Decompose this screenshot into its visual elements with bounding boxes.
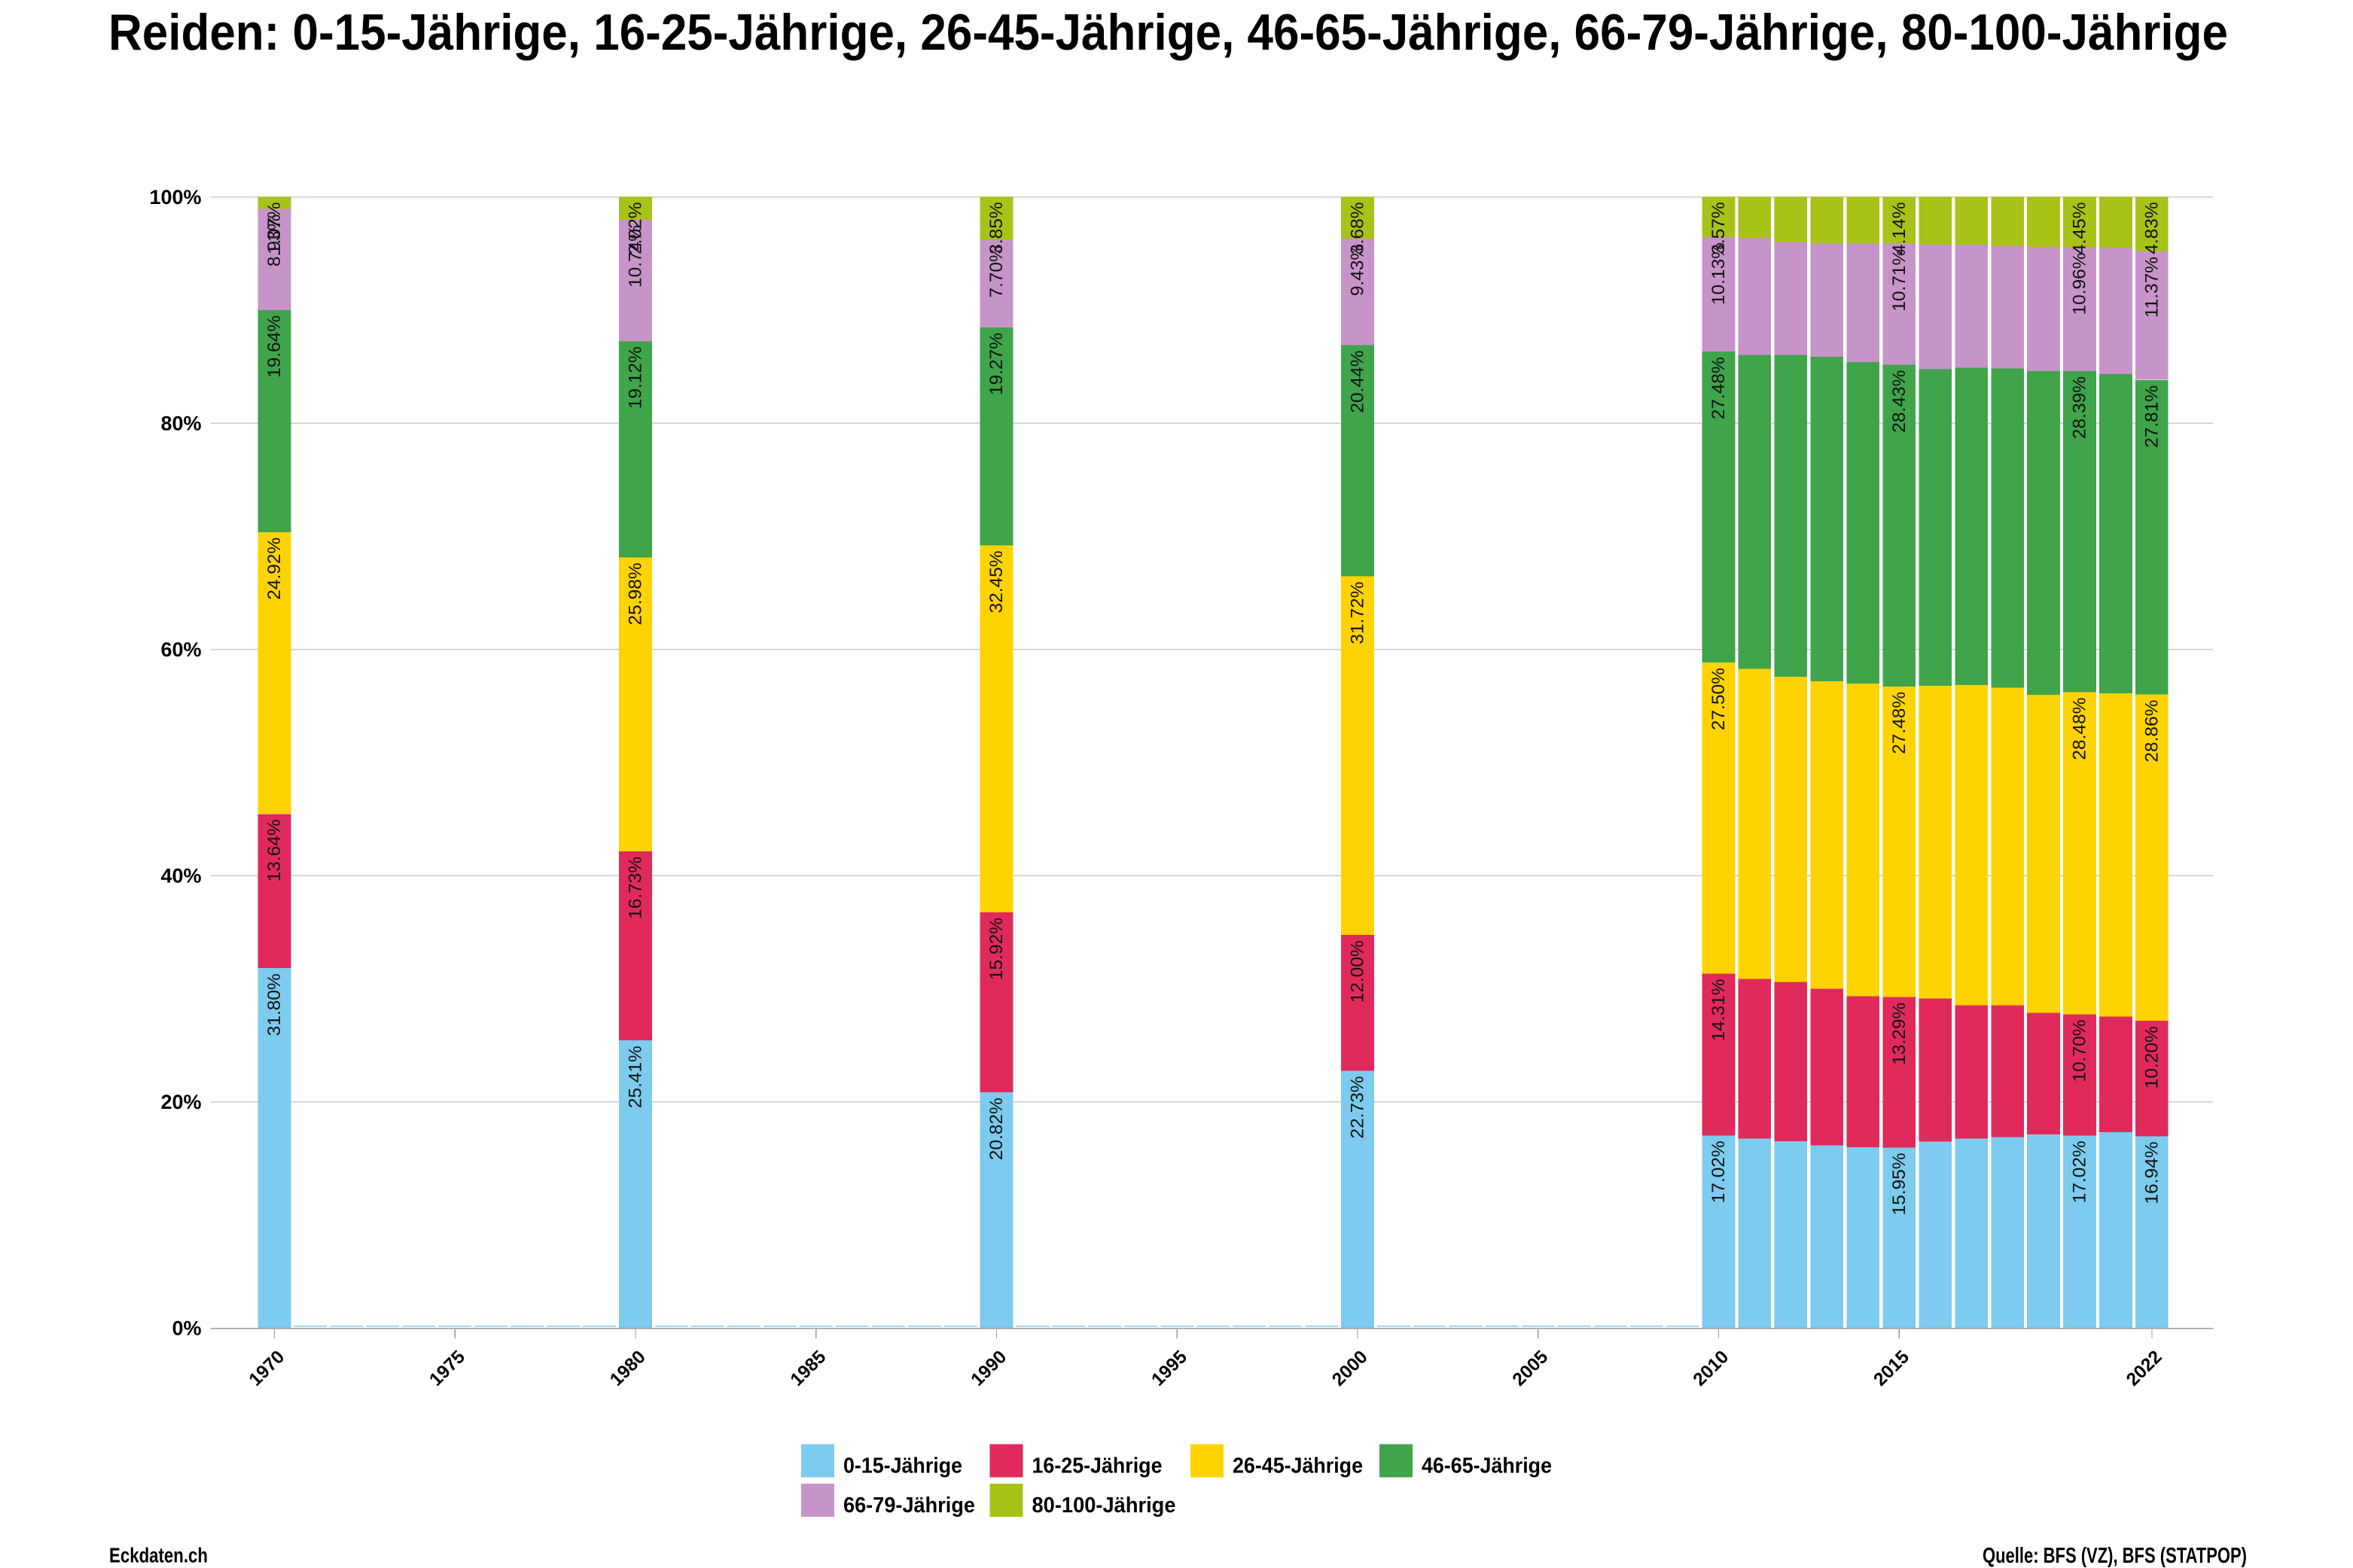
svg-text:24.92%: 24.92% — [264, 537, 285, 600]
svg-text:2.02%: 2.02% — [626, 202, 646, 254]
svg-text:20%: 20% — [160, 1091, 201, 1113]
svg-text:13.29%: 13.29% — [1889, 1003, 1910, 1065]
svg-text:Reiden: 0-15-Jährige, 16-25-Jä: Reiden: 0-15-Jährige, 16-25-Jährige, 26-… — [108, 4, 2228, 61]
svg-text:16.94%: 16.94% — [2141, 1142, 2162, 1204]
svg-text:3.57%: 3.57% — [1708, 202, 1729, 254]
svg-text:66-79-Jährige: 66-79-Jährige — [843, 1493, 975, 1518]
svg-text:31.72%: 31.72% — [1348, 582, 1368, 644]
svg-text:100%: 100% — [149, 186, 201, 209]
svg-text:27.50%: 27.50% — [1708, 668, 1729, 730]
svg-text:20.82%: 20.82% — [986, 1098, 1007, 1160]
svg-text:19.64%: 19.64% — [264, 315, 285, 378]
svg-text:28.86%: 28.86% — [2141, 700, 2162, 763]
svg-text:3.85%: 3.85% — [986, 202, 1007, 254]
svg-text:40%: 40% — [160, 865, 201, 888]
svg-text:11.37%: 11.37% — [2141, 257, 2162, 318]
svg-text:80%: 80% — [160, 413, 201, 435]
svg-text:60%: 60% — [160, 638, 201, 661]
svg-text:10.70%: 10.70% — [2070, 1020, 2090, 1082]
svg-text:27.48%: 27.48% — [1889, 692, 1910, 754]
svg-text:19.27%: 19.27% — [986, 333, 1007, 395]
svg-text:28.48%: 28.48% — [2070, 698, 2090, 760]
svg-text:10.13%: 10.13% — [1708, 242, 1729, 305]
svg-text:0%: 0% — [172, 1317, 201, 1340]
svg-text:26-45-Jährige: 26-45-Jährige — [1233, 1454, 1363, 1478]
svg-text:8.93%: 8.93% — [264, 215, 285, 266]
svg-text:1.07%: 1.07% — [264, 202, 285, 254]
svg-text:10.20%: 10.20% — [2141, 1026, 2162, 1088]
svg-text:9.43%: 9.43% — [1348, 244, 1368, 296]
svg-text:19.12%: 19.12% — [626, 346, 646, 409]
svg-text:16-25-Jährige: 16-25-Jährige — [1032, 1454, 1163, 1478]
svg-text:10.74%: 10.74% — [626, 225, 646, 288]
svg-text:4.14%: 4.14% — [1889, 202, 1910, 254]
svg-text:27.48%: 27.48% — [1708, 357, 1729, 419]
svg-text:31.80%: 31.80% — [264, 973, 285, 1036]
svg-text:20.44%: 20.44% — [1348, 351, 1368, 413]
svg-text:4.83%: 4.83% — [2141, 202, 2162, 254]
svg-text:10.71%: 10.71% — [1889, 249, 1910, 312]
svg-text:Quelle: BFS (VZ), BFS (STATPOP: Quelle: BFS (VZ), BFS (STATPOP) — [1983, 1544, 2247, 1568]
svg-text:15.95%: 15.95% — [1889, 1152, 1910, 1215]
svg-text:10.96%: 10.96% — [2070, 252, 2090, 315]
svg-text:7.70%: 7.70% — [986, 245, 1007, 297]
svg-text:32.45%: 32.45% — [986, 550, 1007, 613]
svg-text:14.31%: 14.31% — [1708, 979, 1729, 1041]
svg-text:17.02%: 17.02% — [1708, 1140, 1729, 1203]
svg-text:13.64%: 13.64% — [264, 819, 285, 881]
svg-text:17.02%: 17.02% — [2070, 1140, 2090, 1203]
svg-text:4.45%: 4.45% — [2070, 202, 2090, 254]
svg-text:28.43%: 28.43% — [1889, 370, 1910, 433]
svg-text:16.73%: 16.73% — [626, 857, 646, 919]
svg-text:3.68%: 3.68% — [1348, 202, 1368, 254]
svg-text:27.81%: 27.81% — [2141, 385, 2162, 448]
svg-text:28.39%: 28.39% — [2070, 376, 2090, 439]
svg-text:0-15-Jährige: 0-15-Jährige — [843, 1454, 962, 1478]
svg-text:15.92%: 15.92% — [986, 918, 1007, 980]
svg-text:80-100-Jährige: 80-100-Jährige — [1032, 1493, 1176, 1518]
svg-text:25.41%: 25.41% — [626, 1046, 646, 1108]
svg-text:22.73%: 22.73% — [1348, 1076, 1368, 1139]
svg-text:Eckdaten.ch: Eckdaten.ch — [109, 1544, 208, 1567]
svg-text:25.98%: 25.98% — [626, 563, 646, 626]
svg-text:12.00%: 12.00% — [1348, 940, 1368, 1003]
svg-text:46-65-Jährige: 46-65-Jährige — [1422, 1454, 1552, 1478]
